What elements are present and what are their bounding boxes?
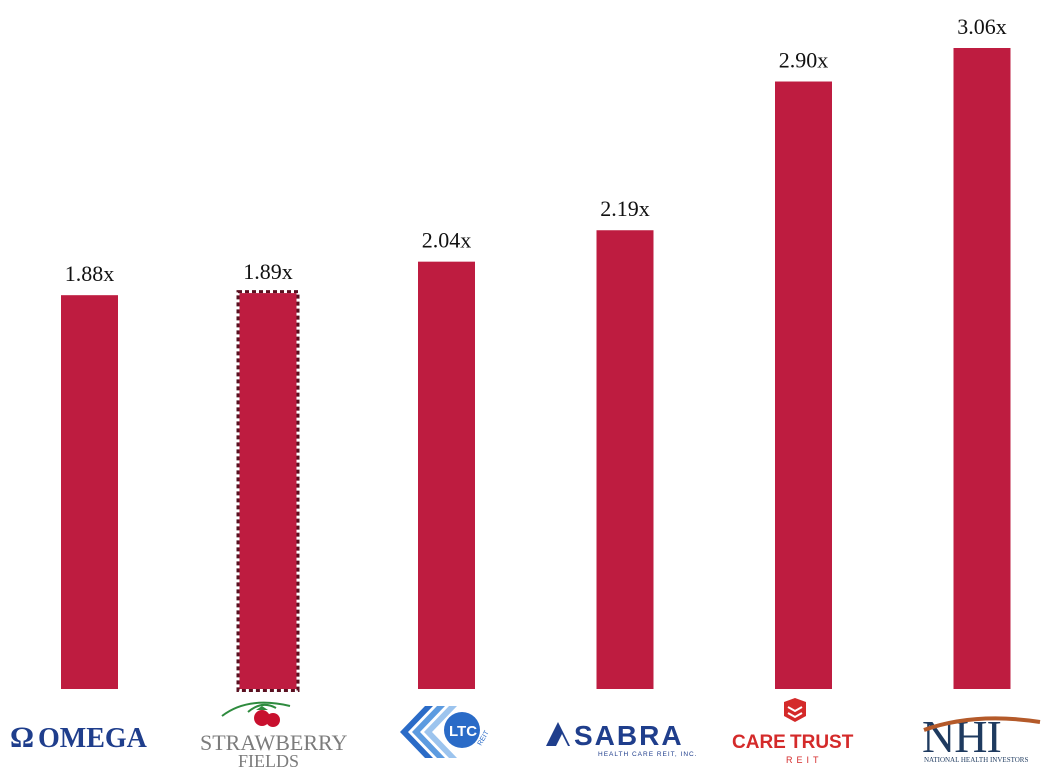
strawberry-logo-line1: STRAWBERRY [200, 730, 347, 755]
sabra-logo-sub: HEALTH CARE REIT, INC. [598, 751, 698, 758]
value-label-2: 1.89x [243, 259, 293, 284]
omega-symbol-icon: Ω [10, 721, 34, 754]
value-label-1: 1.88x [65, 261, 115, 286]
nhi-swoosh-icon [923, 716, 1041, 732]
ltc-chevrons-icon [400, 706, 457, 758]
caretrust-logo-text-care: CARE [732, 732, 786, 753]
bar-highlight-outline [236, 290, 300, 692]
ltc-circle-icon [444, 712, 480, 748]
bars-group [61, 48, 1011, 692]
value-label-4: 2.19x [600, 196, 650, 221]
value-labels-group: 1.88x 1.89x 2.04x 2.19x 2.90x 3.06x [65, 14, 1007, 286]
caretrust-logo-sub: REIT [786, 755, 823, 765]
logo-caretrust: CARE TRUST REIT [732, 698, 854, 765]
bar-4 [596, 230, 654, 689]
strawberry-icon [221, 701, 291, 727]
ltc-logo-text: LTC [449, 723, 477, 740]
bar-1 [61, 295, 118, 689]
logo-ltc: LTC REIT [400, 706, 491, 758]
value-label-5: 2.90x [779, 48, 829, 73]
value-label-6: 3.06x [957, 14, 1007, 39]
sabra-logo-text: SABRA [574, 720, 684, 751]
value-label-3: 2.04x [422, 228, 472, 253]
caretrust-shield-icon [784, 698, 806, 722]
caretrust-logo-text-trust: TRUST [790, 732, 854, 753]
logo-sabra: SABRA HEALTH CARE REIT, INC. [546, 720, 698, 758]
bar-6 [953, 48, 1011, 689]
nhi-logo-sub: NATIONAL HEALTH INVESTORS [924, 756, 1028, 764]
logo-strawberry-fields: STRAWBERRY FIELDS [200, 701, 347, 767]
strawberry-logo-line2: FIELDS [238, 751, 299, 767]
bar-2 [239, 293, 297, 689]
logo-nhi: NHI NATIONAL HEALTH INVESTORS [922, 711, 1041, 764]
omega-logo-text: OMEGA [38, 723, 148, 754]
bar-5 [775, 81, 832, 689]
logo-omega: Ω OMEGA [10, 721, 148, 754]
bar-3 [418, 261, 475, 689]
